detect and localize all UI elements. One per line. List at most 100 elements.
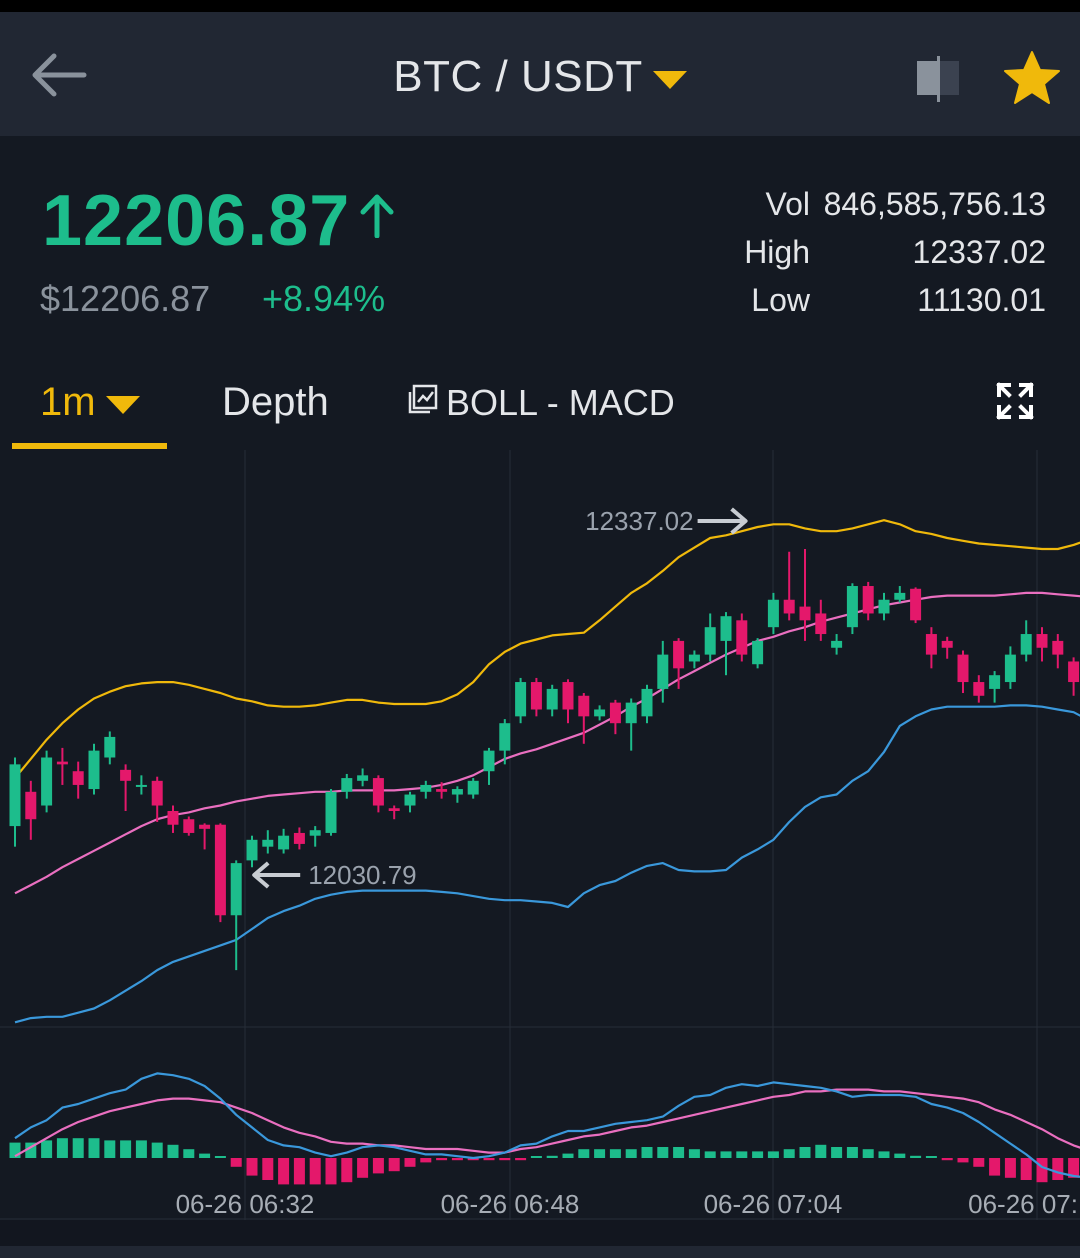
candle [673, 638, 685, 689]
candle-body [799, 606, 811, 621]
candle [246, 835, 258, 868]
tab-indicators[interactable]: BOLL - MACD [408, 382, 675, 424]
candle-body [720, 616, 732, 641]
macd-hist-bar [214, 1156, 226, 1158]
macd-hist-bar [72, 1138, 84, 1158]
candle [862, 581, 874, 621]
macd-hist-bar [278, 1158, 290, 1185]
change-percent: +8.94% [262, 278, 386, 319]
arrow-left-icon [252, 861, 301, 889]
candle [151, 776, 163, 822]
layout-toggle-button[interactable] [914, 56, 964, 102]
candle-body [562, 682, 574, 710]
macd-hist-bar [752, 1151, 764, 1158]
macd-hist-bar [783, 1149, 795, 1158]
candle [9, 757, 21, 847]
macd-hist-bar [483, 1158, 495, 1161]
candle [767, 592, 779, 635]
macd-hist-bar [88, 1138, 100, 1158]
tab-depth[interactable]: Depth [222, 380, 329, 424]
candle [831, 634, 843, 655]
candle [1004, 646, 1016, 689]
candle [736, 613, 748, 662]
macd-hist-bar [104, 1140, 116, 1158]
active-tab-indicator [12, 443, 167, 449]
candle [88, 743, 100, 795]
candle [515, 677, 527, 724]
boll-middle-line [14, 591, 1080, 895]
candle-body [293, 832, 305, 844]
candle-body [673, 640, 685, 669]
candle-body [1004, 654, 1016, 683]
candle-body [530, 682, 542, 710]
candle-body [957, 654, 969, 683]
favorite-button[interactable] [1003, 50, 1061, 106]
candle-body [451, 789, 463, 795]
candle [578, 693, 590, 744]
candle-body [1052, 640, 1064, 655]
candle [989, 671, 1001, 703]
candle [973, 675, 985, 703]
candle [609, 699, 621, 735]
candle [41, 750, 53, 813]
candle [657, 640, 669, 703]
fullscreen-button[interactable] [996, 382, 1034, 420]
high-value: 12337.02 [912, 234, 1046, 270]
candle-body [262, 839, 274, 847]
macd-hist-bar [325, 1158, 337, 1185]
candle [1036, 627, 1048, 662]
candle [878, 592, 890, 621]
back-button[interactable] [28, 50, 90, 100]
chevron-down-icon [105, 379, 140, 424]
candle [72, 761, 84, 799]
candle [420, 780, 432, 799]
candle [467, 778, 479, 799]
candle [894, 586, 906, 603]
vol-value: 846,585,756.13 [823, 186, 1046, 222]
macd-hist-bar [230, 1158, 242, 1167]
candle [1052, 634, 1064, 669]
pair-selector[interactable]: BTC / USDT [0, 52, 1080, 102]
macd-hist-bar [293, 1158, 305, 1185]
candle-body [183, 819, 195, 833]
candle-body [309, 830, 321, 836]
candle [25, 780, 37, 840]
candle-body [989, 675, 1001, 689]
macd-hist-bar [815, 1144, 827, 1158]
macd-hist-bar [404, 1158, 416, 1167]
macd-hist-bar [941, 1158, 953, 1161]
macd-hist-bar [151, 1142, 163, 1158]
candle [799, 548, 811, 641]
macd-hist-bar [135, 1140, 147, 1158]
candle-body [657, 654, 669, 689]
candle-body [246, 839, 258, 861]
candle [199, 823, 211, 850]
boll-upper-line [14, 519, 1080, 779]
price-chart[interactable]: 12337.02 12030.79 06-26 06:32 06-26 06:48 0… [0, 450, 1080, 1220]
macd-hist-bar [910, 1155, 922, 1158]
vol-label: Vol [765, 186, 810, 222]
candle-body [214, 824, 226, 916]
tab-interval[interactable]: 1m [40, 380, 140, 425]
macd-hist-bar [673, 1147, 685, 1158]
macd-hist-bar [1036, 1158, 1048, 1183]
macd-hist-bar [56, 1138, 68, 1158]
candle-body [1020, 634, 1032, 655]
candle [720, 612, 732, 676]
candle [120, 764, 132, 811]
macd-hist-bar [372, 1158, 384, 1174]
candle [135, 775, 147, 795]
indicator-label: BOLL - MACD [446, 382, 675, 423]
candle-body [894, 592, 906, 600]
candle [404, 791, 416, 813]
candle [752, 638, 764, 669]
low-label: Low [751, 282, 810, 318]
macd-hist-bar [1020, 1158, 1032, 1180]
candle-body [546, 688, 558, 710]
candle-body [704, 627, 716, 655]
macd-hist-bar [846, 1147, 858, 1158]
candle-body [609, 702, 621, 724]
candle [641, 684, 653, 724]
candle [357, 768, 369, 787]
candle-body [325, 791, 337, 833]
